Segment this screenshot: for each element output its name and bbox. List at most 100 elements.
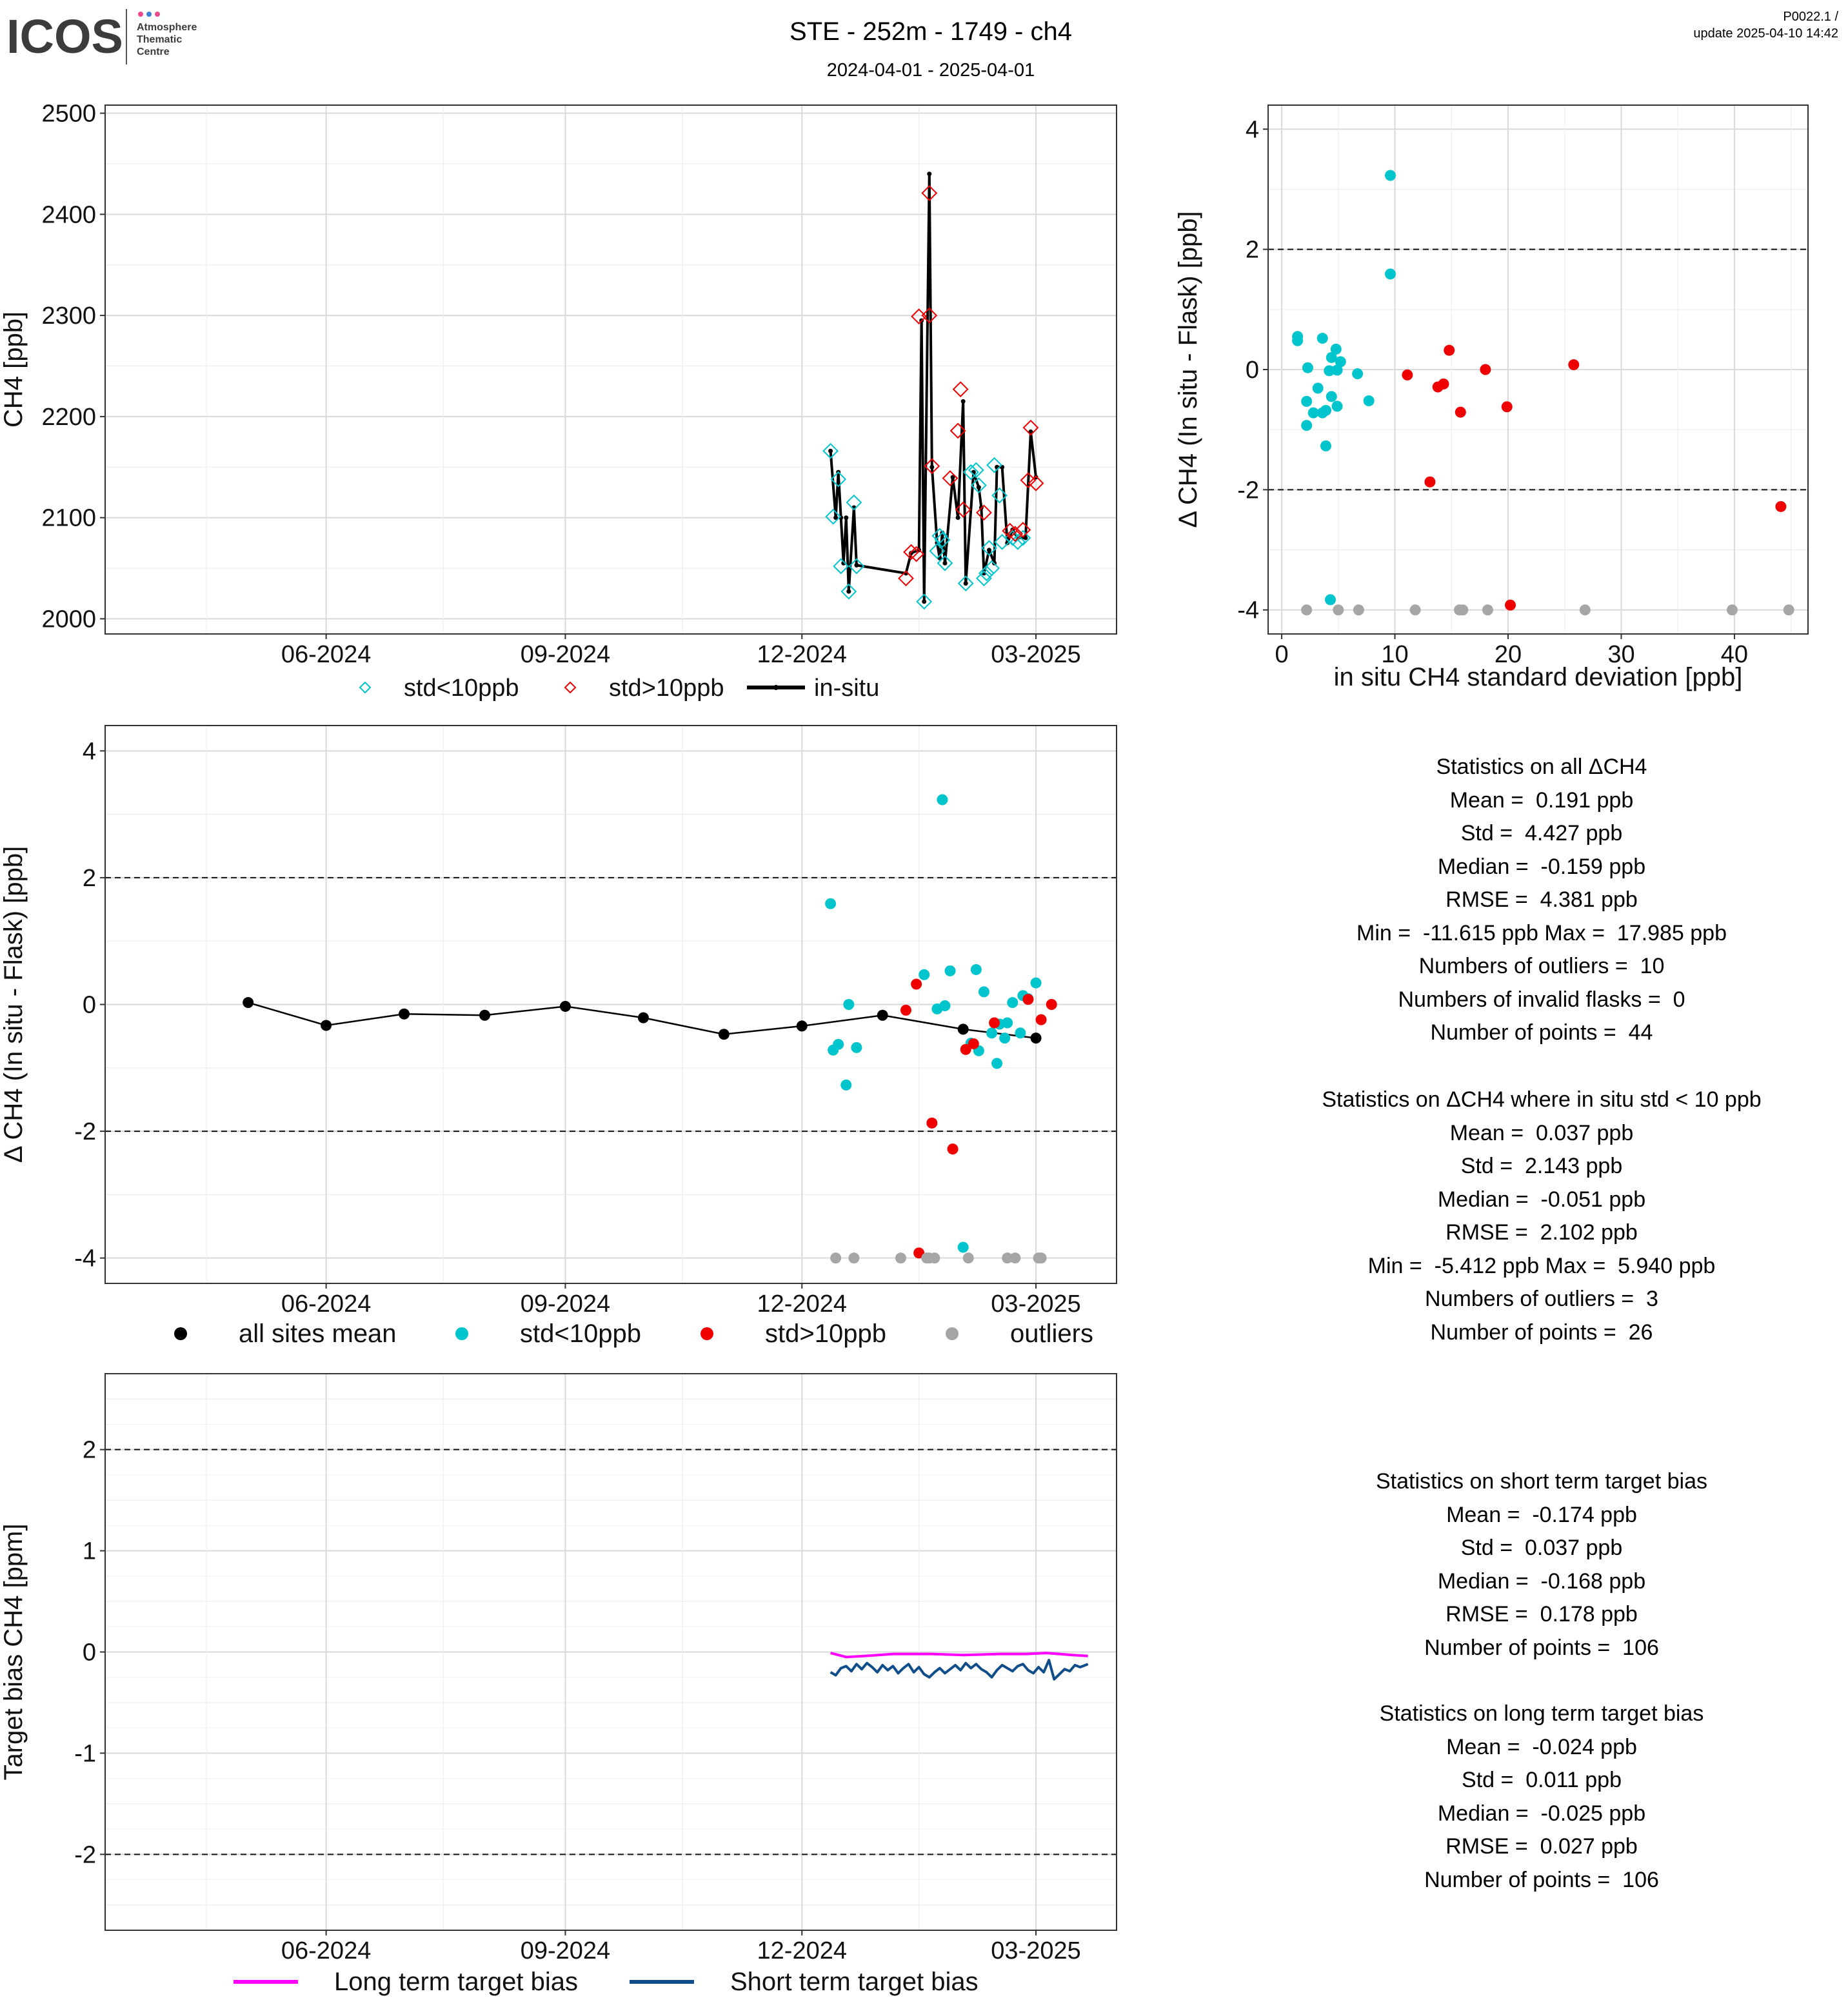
- scatter-std-lt10-point: [1320, 440, 1331, 451]
- flask-std-gt10-marker: [955, 501, 971, 518]
- ts-ytick-label: 2300: [41, 302, 96, 330]
- flask-std-lt10-marker: [848, 558, 865, 575]
- ts-plot-area: [105, 105, 1117, 634]
- stats-short-line: Median = -0.168 ppb: [1437, 1568, 1646, 1594]
- stats-std10-line: Min = -5.412 ppb Max = 5.940 ppb: [1367, 1253, 1716, 1278]
- tb-ytick-label: 0: [83, 1639, 96, 1666]
- flask-std-lt10-marker: [979, 565, 995, 582]
- flask-std-gt10-marker: [1020, 472, 1037, 489]
- sc-xtick-label: 20: [1495, 641, 1522, 668]
- delta-std-lt10-point: [919, 969, 930, 980]
- delta-outlier-point: [830, 1252, 842, 1264]
- flask-std-lt10-marker: [830, 471, 847, 488]
- sc-xtick-label: 30: [1607, 641, 1634, 668]
- flask-std-lt10-marker: [916, 593, 933, 610]
- scatter-outlier-point: [1457, 604, 1469, 616]
- delta-std-gt10-point: [913, 1247, 925, 1259]
- dt-ytick-label: -2: [74, 1118, 96, 1145]
- sc-xtick-label: 10: [1381, 641, 1408, 668]
- tb-ytick-label: -1: [74, 1740, 96, 1767]
- tb-xtick-label: 06-2024: [281, 1937, 371, 1964]
- flask-std-gt10-marker: [1022, 419, 1039, 436]
- scatter-std-lt10-point: [1316, 333, 1328, 344]
- delta-outlier-point: [1002, 1252, 1013, 1264]
- legend-mean-key: [174, 1327, 187, 1340]
- scatter-std-gt10-point: [1424, 476, 1436, 488]
- scatter-std-gt10-point: [1775, 500, 1787, 512]
- legend-std-lt10-key: [359, 681, 372, 694]
- stats-long-line: Number of points = 106: [1424, 1867, 1659, 1892]
- stats-long-line: Std = 0.011 ppb: [1462, 1768, 1622, 1792]
- flask-std-gt10-marker: [903, 544, 919, 560]
- all-sites-mean-point: [321, 1020, 332, 1031]
- flask-std-gt10-marker: [1007, 526, 1024, 542]
- ts-y-axis-title: CH4 [ppb]: [0, 311, 28, 428]
- panel-delta-vs-std: -4 -2 0 2 4 Δ CH4 (In situ - Flask) [ppb] 0 10 2…: [1174, 104, 1809, 691]
- sc-xtick-label: 40: [1721, 641, 1748, 668]
- in-situ-point: [833, 515, 839, 520]
- delta-std-gt10-point: [960, 1043, 971, 1055]
- all-sites-mean-point: [637, 1012, 649, 1023]
- scatter-outlier-point: [1301, 604, 1313, 616]
- delta-std-lt10-point: [991, 1058, 1003, 1069]
- stats-std10-line: Std = 2.143 ppb: [1460, 1154, 1623, 1178]
- flask-std-lt10-marker: [822, 442, 839, 459]
- update-label: update 2025-04-10 14:42: [1693, 26, 1838, 41]
- delta-std-gt10-point: [947, 1143, 959, 1155]
- in-situ-point: [1033, 475, 1038, 480]
- flask-std-gt10-marker: [1028, 475, 1044, 491]
- tb-ytick-label: -2: [74, 1841, 96, 1868]
- stats-std10-line: Median = -0.051 ppb: [1437, 1187, 1646, 1212]
- scatter-std-gt10-point: [1438, 378, 1449, 390]
- delta-std-lt10-point: [978, 986, 989, 998]
- dt-xtick-label: 06-2024: [281, 1290, 371, 1318]
- tb-xtick-label: 03-2025: [991, 1937, 1080, 1964]
- flask-std-lt10-marker: [968, 462, 984, 479]
- delta-std-lt10-point: [833, 1038, 844, 1050]
- delta-outlier-point: [895, 1252, 906, 1264]
- all-sites-mean-point: [1030, 1033, 1042, 1044]
- flask-std-lt10-marker: [986, 457, 1002, 473]
- ts-xtick-label: 06-2024: [281, 641, 371, 668]
- in-situ-point: [927, 172, 932, 177]
- ts-xtick-label: 09-2024: [521, 641, 610, 668]
- all-sites-mean-point: [399, 1008, 410, 1020]
- delta-std-lt10-point: [1007, 997, 1018, 1009]
- delta-std-lt10-point: [825, 898, 837, 909]
- stats-std10-title: Statistics on ΔCH4 where in situ std < 1…: [1322, 1087, 1762, 1112]
- all-sites-mean-point: [243, 997, 254, 1009]
- sc-ytick-label: 2: [1246, 237, 1259, 264]
- legend-std-lt10-label: std<10ppb: [404, 675, 519, 702]
- scatter-outlier-point: [1726, 604, 1738, 616]
- flask-std-lt10-marker: [962, 464, 979, 480]
- stats-all-line: Median = -0.159 ppb: [1437, 854, 1646, 879]
- flask-std-lt10-marker: [846, 494, 862, 511]
- in-situ-point: [854, 562, 859, 568]
- dt-ytick-label: 0: [83, 992, 96, 1019]
- scatter-std-gt10-point: [1444, 344, 1455, 356]
- ts-ytick-label: 2100: [41, 505, 96, 532]
- stats-short-title: Statistics on short term target bias: [1376, 1469, 1707, 1494]
- sc-ytick-label: 4: [1246, 116, 1259, 143]
- in-situ-point: [1023, 535, 1028, 540]
- scatter-std-lt10-point: [1301, 395, 1313, 407]
- ts-xtick-label: 12-2024: [757, 641, 847, 668]
- flask-std-gt10-marker: [952, 381, 969, 397]
- legend-std-gt10-key: [564, 681, 577, 694]
- scatter-outlier-point: [1579, 604, 1591, 616]
- short-term-bias-line: [830, 1659, 1089, 1681]
- flask-std-lt10-marker: [833, 558, 849, 575]
- page-title: STE - 252m - 1749 - ch4: [790, 17, 1072, 46]
- scatter-std-lt10-point: [1312, 382, 1324, 394]
- sc-ytick-label: 0: [1246, 357, 1259, 384]
- stats-std10-line: RMSE = 2.102 ppb: [1446, 1220, 1638, 1245]
- in-situ-point: [846, 589, 851, 594]
- flask-std-gt10-marker: [898, 570, 914, 587]
- dt-ytick-label: 4: [83, 738, 96, 765]
- legend-short-term-label: Short term target bias: [730, 1968, 979, 1996]
- flask-std-lt10-marker: [984, 560, 1000, 577]
- logo-sub-1: Atmosphere: [137, 22, 197, 33]
- in-situ-point: [960, 399, 966, 404]
- all-sites-mean-point: [718, 1029, 730, 1040]
